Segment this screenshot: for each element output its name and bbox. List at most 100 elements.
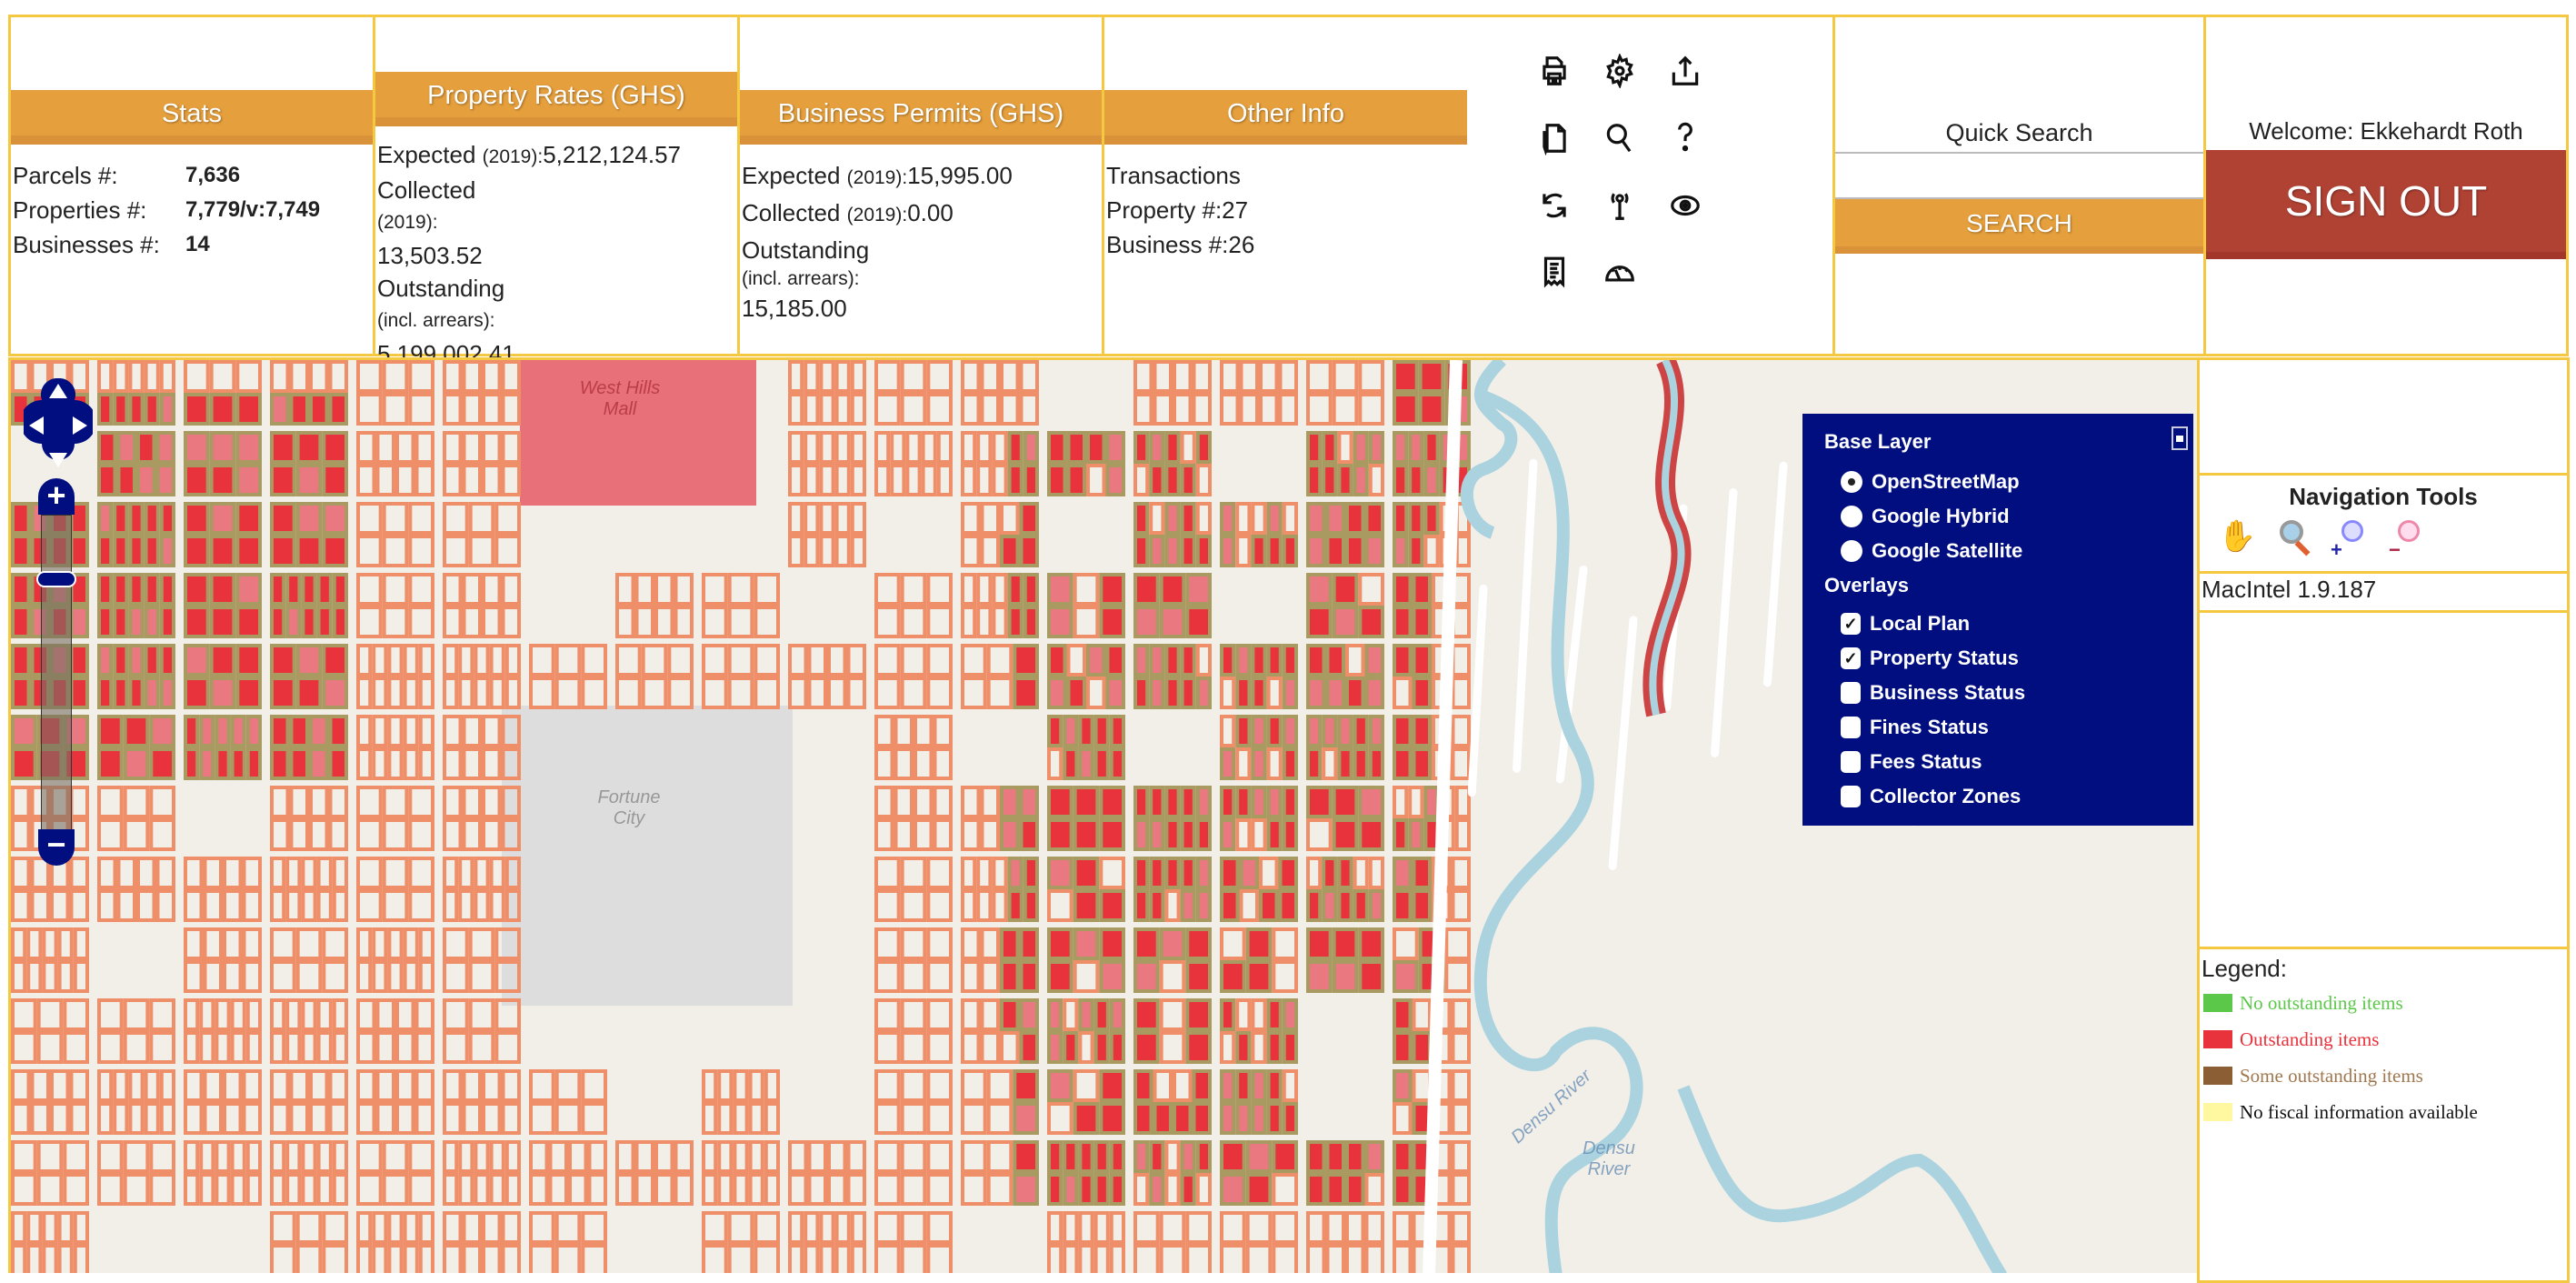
parcel[interactable] xyxy=(443,786,463,818)
parcel[interactable] xyxy=(242,889,262,922)
parcel[interactable] xyxy=(992,431,1008,464)
parcel[interactable] xyxy=(634,1173,654,1206)
parcel[interactable] xyxy=(270,818,290,851)
parcel[interactable] xyxy=(199,1173,215,1206)
parcel[interactable] xyxy=(316,889,333,922)
parcel[interactable] xyxy=(97,818,124,851)
parcel[interactable] xyxy=(144,573,160,606)
parcel[interactable] xyxy=(494,998,521,1031)
parcel[interactable] xyxy=(1164,786,1181,818)
zoom-in-icon[interactable]: + xyxy=(2331,518,2371,561)
parcel[interactable] xyxy=(1358,573,1385,606)
parcel[interactable] xyxy=(1408,431,1424,464)
parcel[interactable] xyxy=(1133,1069,1153,1102)
parcel[interactable] xyxy=(1259,857,1279,889)
parcel[interactable] xyxy=(316,1031,333,1064)
parcel[interactable] xyxy=(489,644,505,677)
parcel[interactable] xyxy=(1185,606,1213,638)
parcel[interactable] xyxy=(1063,1173,1079,1206)
parcel[interactable] xyxy=(961,502,981,535)
parcel[interactable] xyxy=(462,786,482,818)
parcel[interactable] xyxy=(97,715,124,747)
parcel[interactable] xyxy=(733,1140,749,1173)
parcel[interactable] xyxy=(199,747,215,780)
parcel[interactable] xyxy=(230,998,246,1031)
parcel[interactable] xyxy=(1412,998,1432,1031)
parcel[interactable] xyxy=(914,747,934,780)
sign-out-button[interactable]: SIGN OUT xyxy=(2206,150,2566,259)
parcel[interactable] xyxy=(1220,786,1236,818)
parcel[interactable] xyxy=(1133,1244,1160,1273)
parcel[interactable] xyxy=(581,1244,607,1273)
parcel[interactable] xyxy=(900,393,927,426)
parcel[interactable] xyxy=(209,360,236,393)
parcel[interactable] xyxy=(1358,360,1385,393)
parcel[interactable] xyxy=(443,502,469,535)
parcel[interactable] xyxy=(97,889,117,922)
parcel[interactable] xyxy=(26,927,43,960)
parcel[interactable] xyxy=(961,606,977,638)
parcel[interactable] xyxy=(961,1140,987,1173)
parcel[interactable] xyxy=(980,1031,1000,1064)
parcel[interactable] xyxy=(587,1140,607,1173)
parcel[interactable] xyxy=(184,502,210,535)
parcel[interactable] xyxy=(890,464,906,496)
parcel[interactable] xyxy=(73,927,90,960)
parcel[interactable] xyxy=(97,502,114,535)
parcel[interactable] xyxy=(1093,1173,1110,1206)
parcel[interactable] xyxy=(1149,644,1165,677)
parcel[interactable] xyxy=(1266,1031,1283,1064)
parcel[interactable] xyxy=(1220,1211,1246,1244)
parcel[interactable] xyxy=(458,889,474,922)
parcel[interactable] xyxy=(976,464,993,496)
parcel[interactable] xyxy=(184,889,204,922)
parcel[interactable] xyxy=(1306,1173,1326,1206)
parcel[interactable] xyxy=(1345,502,1365,535)
parcel[interactable] xyxy=(1073,927,1100,960)
parcel[interactable] xyxy=(1019,998,1039,1031)
parcel[interactable] xyxy=(834,393,851,426)
parcel[interactable] xyxy=(443,1173,459,1206)
parcel[interactable] xyxy=(1451,1211,1471,1244)
parcel[interactable] xyxy=(1282,644,1299,677)
parcel[interactable] xyxy=(403,1244,419,1273)
parcel[interactable] xyxy=(309,1069,329,1102)
parcel[interactable] xyxy=(1322,889,1338,922)
parcel[interactable] xyxy=(1093,1211,1110,1244)
parcel[interactable] xyxy=(285,606,302,638)
parcel[interactable] xyxy=(905,431,922,464)
parcel[interactable] xyxy=(332,1031,348,1064)
parcel[interactable] xyxy=(1235,644,1252,677)
parcel[interactable] xyxy=(1000,927,1020,960)
parcel[interactable] xyxy=(1173,360,1193,393)
parcel[interactable] xyxy=(295,1244,323,1273)
parcel[interactable] xyxy=(462,606,482,638)
parcel[interactable] xyxy=(1185,573,1213,606)
parcel[interactable] xyxy=(846,1140,866,1173)
parcel[interactable] xyxy=(1337,464,1353,496)
parcel[interactable] xyxy=(1086,644,1106,677)
parcel[interactable] xyxy=(382,889,409,922)
parcel[interactable] xyxy=(375,998,395,1031)
parcel[interactable] xyxy=(804,502,820,535)
parcel[interactable] xyxy=(235,535,262,567)
parcel[interactable] xyxy=(149,818,175,851)
parcel[interactable] xyxy=(874,393,901,426)
parcel[interactable] xyxy=(382,786,409,818)
parcel[interactable] xyxy=(462,747,482,780)
parcel[interactable] xyxy=(1272,927,1299,960)
parcel[interactable] xyxy=(1099,927,1126,960)
parcel[interactable] xyxy=(819,431,835,464)
parcel[interactable] xyxy=(874,1031,901,1064)
parcel[interactable] xyxy=(414,1102,434,1135)
parcel[interactable] xyxy=(1239,889,1259,922)
parcel[interactable] xyxy=(245,1173,262,1206)
parcel[interactable] xyxy=(458,1140,474,1173)
parcel[interactable] xyxy=(443,535,469,567)
parcel[interactable] xyxy=(462,1244,482,1273)
parcel[interactable] xyxy=(788,677,808,709)
parcel[interactable] xyxy=(270,1244,296,1273)
parcel[interactable] xyxy=(1192,1069,1212,1102)
parcel[interactable] xyxy=(123,1031,150,1064)
parcel[interactable] xyxy=(316,998,333,1031)
